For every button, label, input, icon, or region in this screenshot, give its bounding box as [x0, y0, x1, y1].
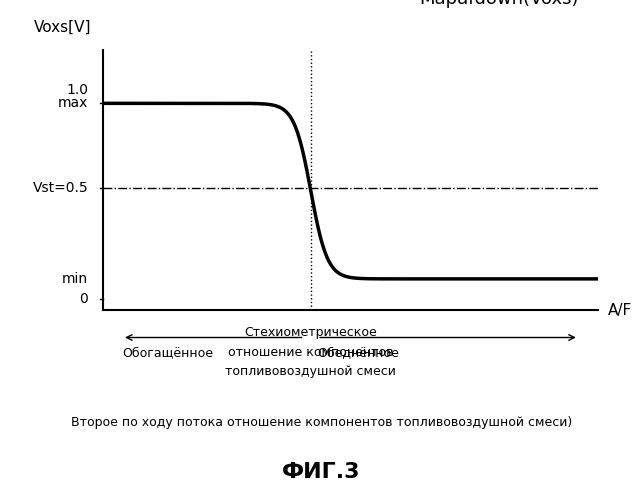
Text: 0: 0 — [79, 292, 88, 306]
Text: max: max — [58, 96, 88, 110]
Text: топливовоздушной смеси: топливовоздушной смеси — [226, 365, 396, 378]
Text: Обогащённое: Обогащённое — [122, 346, 213, 359]
Text: Voxs[V]: Voxs[V] — [33, 20, 91, 34]
Text: Vst=0.5: Vst=0.5 — [32, 181, 88, 195]
Text: Второе по ходу потока отношение компонентов топливовоздушной смеси): Второе по ходу потока отношение компонен… — [71, 416, 572, 429]
Text: A/F: A/F — [608, 302, 632, 318]
Text: ФИГ.3: ФИГ.3 — [282, 462, 361, 482]
Text: Mapafdown(Voxs): Mapafdown(Voxs) — [419, 0, 579, 8]
Text: Обеднённое: Обеднённое — [317, 346, 399, 359]
Text: 1.0: 1.0 — [66, 83, 88, 97]
Text: Стехиометрическое: Стехиометрическое — [244, 326, 377, 339]
Text: min: min — [62, 272, 88, 286]
Text: отношение компонентов: отношение компонентов — [228, 346, 394, 359]
